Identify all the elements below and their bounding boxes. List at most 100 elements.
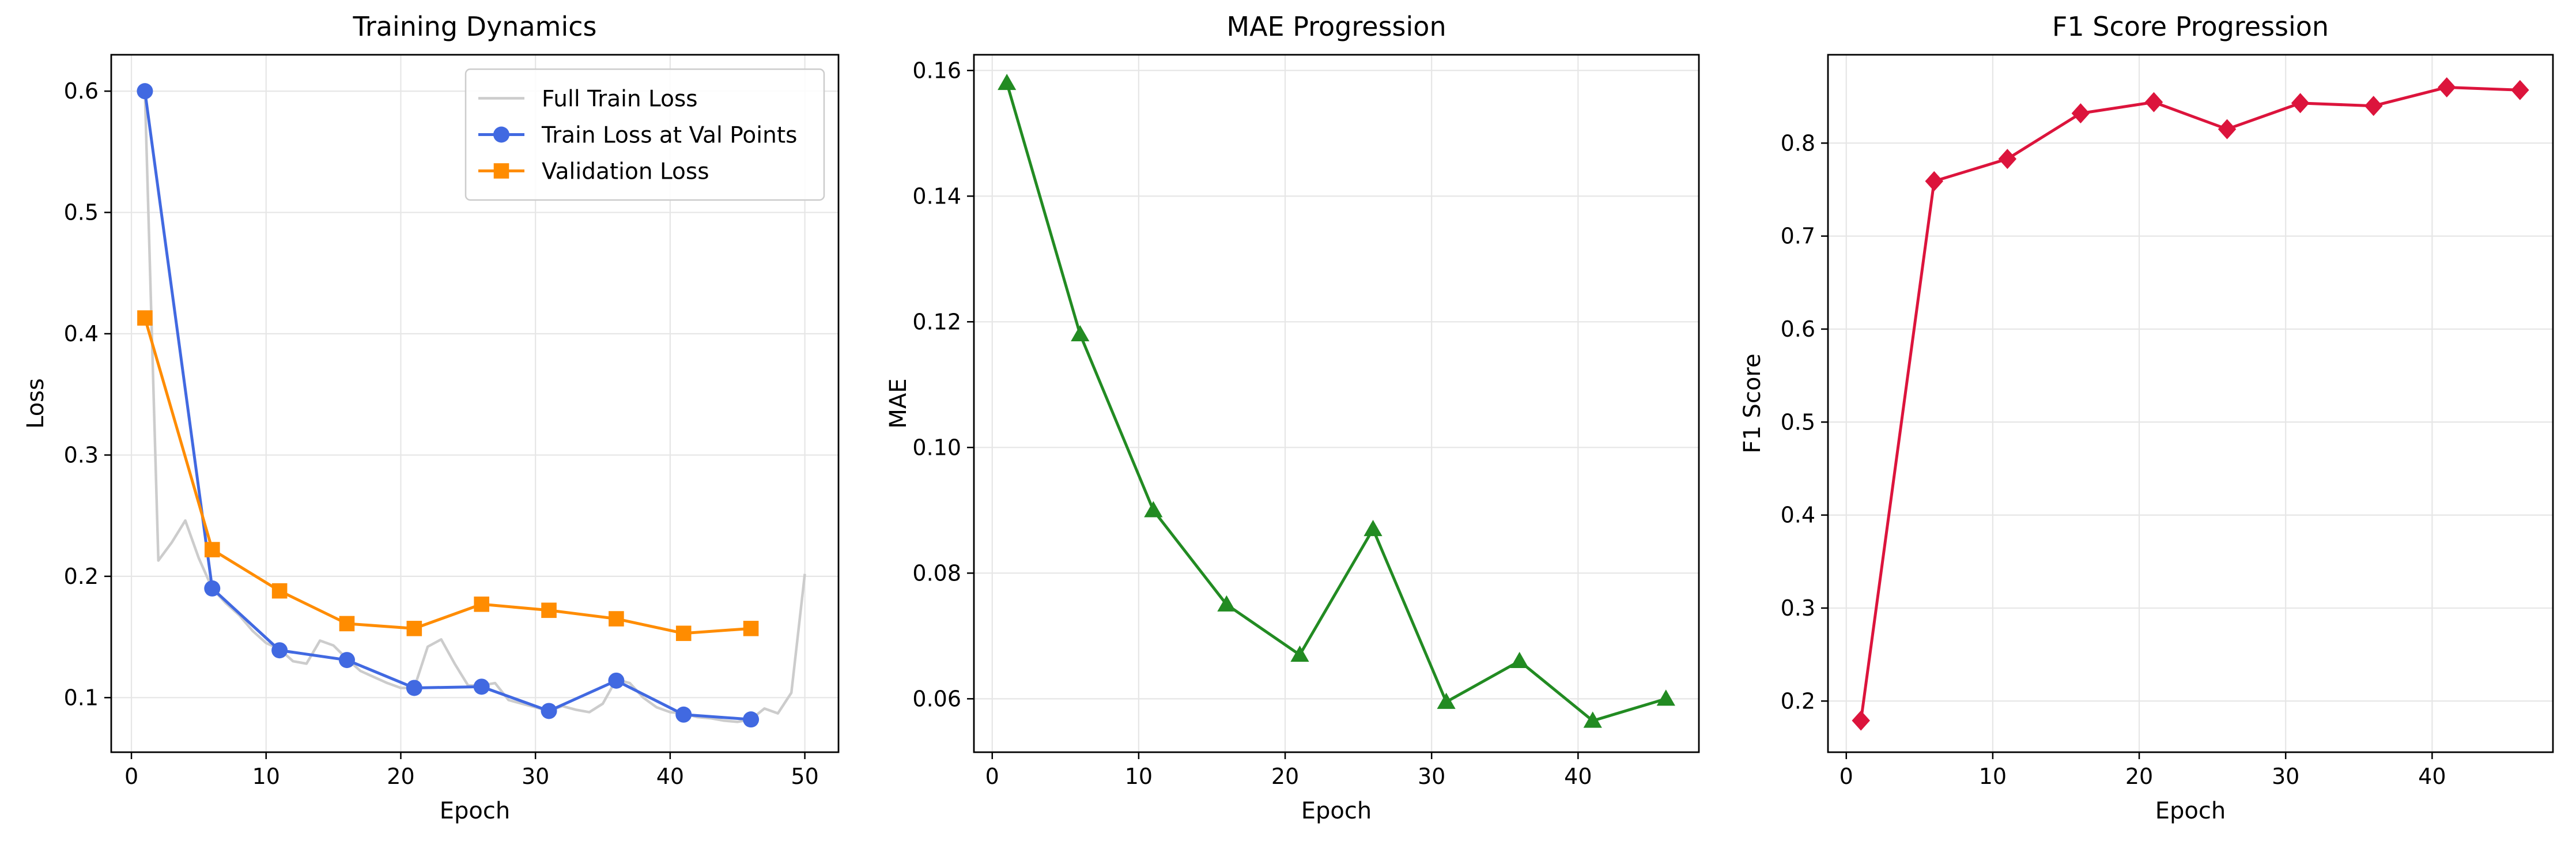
series-series-0 (1852, 77, 2529, 731)
series-series-0 (998, 73, 1675, 728)
data-point-validation-loss (271, 583, 288, 599)
data-point-validation-loss (339, 616, 355, 632)
data-point-series-0 (2364, 96, 2383, 116)
y-tick-label: 0.3 (1781, 595, 1815, 621)
x-tick-label: 40 (1564, 764, 1592, 789)
plot-frame (1827, 54, 2554, 753)
legend-label: Validation Loss (542, 159, 709, 185)
data-point-validation-loss (541, 602, 557, 618)
y-axis-label: F1 Score (1739, 353, 1766, 453)
chart-f1-score-progression: 0 10 20 30 40 0.2 0.3 0.4 0.5 0.6 0.7 0.8 F1 Score P… (1739, 11, 2554, 824)
data-point-validation-loss (204, 542, 220, 557)
legend-box (464, 68, 825, 201)
series-line-series-0 (1859, 85, 2520, 721)
data-point-validation-loss (137, 310, 153, 326)
y-tick-label: 0.06 (912, 686, 961, 711)
chart-title: F1 Score Progression (2052, 11, 2329, 42)
y-tick-label: 0.5 (1781, 409, 1815, 435)
data-point-series-0 (1852, 710, 1870, 731)
data-point-train-loss-at-val-points (406, 680, 422, 696)
data-point-train-loss-at-val-points (675, 706, 692, 723)
data-point-series-0 (2511, 80, 2529, 100)
data-point-train-loss-at-val-points (608, 672, 625, 689)
data-point-validation-loss (609, 611, 624, 627)
legend: Full Train Loss Train Loss at Val Points V… (464, 68, 825, 201)
chart-mae-progression: 0 10 20 30 40 0.06 0.08 0.10 0.12 0.14 0.16 MAE Pro… (885, 11, 1700, 824)
data-point-series-0 (1998, 149, 2017, 169)
plot-frame (110, 54, 840, 753)
data-point-series-0 (2071, 103, 2090, 124)
data-point-train-loss-at-val-points (137, 83, 153, 100)
x-tick-label: 0 (1840, 764, 1853, 789)
y-tick-label: 0.14 (912, 183, 961, 209)
x-tick-label: 20 (1271, 764, 1299, 789)
x-tick-label: 20 (2125, 764, 2153, 789)
y-tick-label: 0.1 (64, 685, 99, 710)
data-point-train-loss-at-val-points (271, 642, 288, 659)
data-point-series-0 (1925, 171, 1944, 191)
data-point-validation-loss (743, 621, 759, 636)
y-tick-label: 0.6 (1781, 316, 1815, 342)
x-tick-label: 30 (2272, 764, 2299, 789)
y-tick-label: 0.2 (1781, 688, 1815, 714)
x-axis-label: Epoch (440, 798, 510, 824)
data-point-series-0 (1290, 645, 1309, 662)
data-point-series-0 (1510, 651, 1529, 669)
y-tick-label: 0.3 (64, 442, 99, 467)
data-point-series-0 (1656, 689, 1675, 706)
legend-item-full-train-loss: Full Train Loss (478, 86, 698, 112)
data-point-train-loss-at-val-points (338, 652, 355, 669)
data-point-series-0 (1363, 519, 1383, 537)
grid (1828, 55, 2553, 752)
data-point-series-0 (2144, 92, 2163, 112)
legend-marker (493, 126, 509, 143)
y-tick-label: 0.12 (912, 309, 961, 334)
x-tick-label: 20 (387, 764, 414, 789)
y-tick-label: 0.8 (1781, 130, 1815, 156)
data-point-train-loss-at-val-points (541, 703, 557, 719)
legend-item-validation-loss: Validation Loss (478, 159, 709, 185)
legend-label: Train Loss at Val Points (541, 123, 797, 149)
x-tick-label: 30 (1418, 764, 1445, 789)
chart-title: MAE Progression (1226, 11, 1446, 42)
y-tick-label: 0.6 (64, 78, 99, 104)
y-tick-label: 0.4 (1781, 503, 1815, 528)
legend-marker (493, 163, 509, 179)
data-point-series-0 (2437, 77, 2456, 97)
y-tick-label: 0.2 (64, 564, 99, 589)
chart-training-dynamics: 0 10 20 30 40 50 0.1 0.2 0.3 0.4 0.5 0.6 Training Dy… (22, 11, 840, 824)
x-axis-label: Epoch (2155, 798, 2226, 824)
series-validation-loss (137, 310, 759, 642)
data-point-validation-loss (474, 596, 489, 612)
data-point-series-0 (998, 73, 1017, 90)
data-point-series-0 (2291, 93, 2310, 114)
data-point-series-0 (2218, 119, 2237, 139)
y-tick-label: 0.08 (912, 560, 961, 586)
x-tick-label: 10 (1979, 764, 2007, 789)
x-tick-label: 40 (656, 764, 684, 789)
y-tick-label: 0.16 (912, 58, 961, 83)
x-tick-label: 40 (2418, 764, 2446, 789)
data-point-validation-loss (675, 625, 692, 642)
x-tick-label: 50 (791, 764, 818, 789)
y-tick-label: 0.5 (64, 200, 99, 225)
data-point-train-loss-at-val-points (743, 711, 760, 728)
data-point-series-0 (1437, 692, 1456, 709)
series-train-loss-at-val-points (137, 83, 760, 728)
y-tick-label: 0.7 (1781, 224, 1815, 249)
x-tick-label: 0 (985, 764, 999, 789)
legend-label: Full Train Loss (542, 86, 698, 112)
chart-title: Training Dynamics (353, 11, 597, 42)
plot-frame (973, 54, 1700, 753)
x-axis-label: Epoch (1301, 798, 1372, 824)
data-point-series-0 (1144, 501, 1163, 518)
data-point-series-0 (1071, 325, 1090, 342)
y-axis-label: Loss (22, 378, 49, 429)
series-line-validation-loss (143, 317, 751, 635)
x-tick-label: 10 (1125, 764, 1153, 789)
y-tick-label: 0.4 (64, 321, 99, 346)
data-point-train-loss-at-val-points (473, 678, 490, 695)
series-line-series-0 (1005, 82, 1667, 722)
data-point-validation-loss (406, 621, 422, 636)
